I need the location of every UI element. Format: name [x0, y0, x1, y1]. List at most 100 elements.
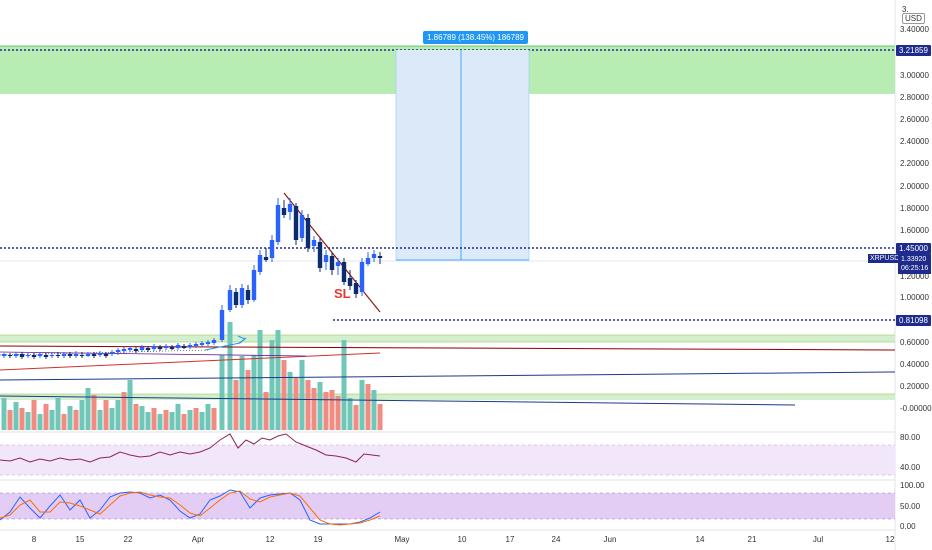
candle-body — [193, 344, 199, 346]
candle — [43, 353, 49, 359]
volume-bar — [25, 412, 31, 430]
candle-body — [205, 342, 211, 344]
candle — [263, 248, 269, 262]
trendline-blue-lower[interactable] — [0, 395, 796, 406]
price-axis-label: 0.60000 — [900, 338, 929, 347]
date-label: 22 — [123, 535, 133, 544]
volume-bar — [359, 380, 365, 430]
candle — [145, 346, 151, 352]
volume-bar — [157, 414, 163, 430]
volume-bar — [115, 400, 121, 430]
candle — [341, 258, 347, 285]
candle — [109, 350, 115, 356]
volume-bar — [127, 380, 133, 430]
date-label: 24 — [551, 535, 561, 544]
trendline-dark-red[interactable] — [0, 345, 896, 351]
current-price-tag: 1.33920 06:25:16 — [898, 254, 932, 274]
volume-bar — [257, 330, 263, 430]
volume-bar — [335, 396, 341, 430]
price-axis-label: 3.40000 — [900, 25, 929, 34]
candle-body — [61, 354, 67, 356]
volume-bar — [329, 390, 335, 430]
candle — [311, 236, 317, 252]
candle-body — [371, 254, 377, 258]
date-label: 15 — [75, 535, 85, 544]
volume-bar — [299, 360, 305, 430]
trendline-purple[interactable] — [0, 351, 307, 357]
candle — [169, 345, 175, 350]
price-axis-label: -0.00000 — [900, 404, 932, 413]
volume-bar — [287, 372, 293, 430]
candle — [151, 344, 157, 351]
volume-bar — [97, 410, 103, 430]
volume-bar — [269, 340, 275, 430]
support-zone-lower — [0, 394, 895, 400]
candle-body — [317, 242, 323, 268]
volume-bar — [219, 355, 225, 430]
candle — [139, 345, 145, 352]
candle — [233, 288, 239, 308]
candle-body — [347, 278, 353, 286]
volume-bar — [293, 378, 299, 430]
candle-body — [181, 346, 187, 348]
currency-selector[interactable]: 3. USD — [902, 5, 932, 24]
candle — [55, 352, 61, 358]
price-axis-label: 2.80000 — [900, 93, 929, 102]
candle-body — [7, 355, 13, 356]
volume-bar — [323, 392, 329, 430]
candle — [323, 250, 329, 270]
candle-body — [299, 215, 305, 238]
candle — [335, 258, 341, 275]
volume-bar — [211, 408, 217, 430]
price-axis-label: 1.00000 — [900, 293, 929, 302]
volume-bar — [49, 410, 55, 430]
volume-bar — [31, 400, 37, 430]
candle-body — [245, 290, 251, 300]
date-label: Jun — [603, 535, 617, 544]
breakout-arrow-head — [237, 335, 247, 344]
candle-body — [251, 270, 257, 300]
candle-body — [275, 205, 281, 242]
volume-bar — [347, 398, 353, 430]
candle-body — [311, 240, 317, 246]
rsi-line — [0, 433, 381, 463]
currency-prefix: 3. — [902, 5, 909, 14]
stoch-axis-label: 50.00 — [900, 502, 921, 511]
candle — [7, 353, 13, 358]
candle — [49, 353, 55, 358]
candle — [347, 270, 353, 290]
date-label: 14 — [695, 535, 705, 544]
trendline-red[interactable] — [0, 352, 381, 371]
position-tooltip: 1.86789 (138.45%) 186789 — [423, 31, 528, 44]
candle — [353, 280, 359, 298]
candlesticks — [1, 198, 383, 359]
stoch-d-line — [0, 490, 381, 526]
candle-body — [139, 347, 145, 350]
candle-body — [305, 218, 311, 248]
candle — [193, 342, 199, 348]
volume-bar — [227, 322, 233, 430]
candle — [245, 285, 251, 304]
volume-bar — [371, 390, 377, 430]
volume-bar — [85, 388, 91, 430]
price-axis-label: 2.40000 — [900, 137, 929, 146]
entry-price-tag: 1.45000 — [896, 243, 931, 254]
candle — [73, 351, 79, 358]
price-axis-label: 1.20000 — [900, 272, 929, 281]
volume-bar — [163, 410, 169, 430]
trendline-blue-upper[interactable] — [0, 371, 896, 381]
candle — [305, 214, 311, 252]
long-position-zone[interactable] — [396, 50, 529, 260]
candle-body — [55, 355, 61, 356]
support-zone-upper — [0, 335, 895, 342]
date-label: 12 — [265, 535, 275, 544]
candle — [19, 352, 25, 359]
date-label: Apr — [191, 535, 205, 544]
candle — [127, 346, 133, 352]
candle-body — [109, 352, 115, 354]
volume-bar — [7, 410, 13, 430]
stop-price-tag: 0.81098 — [896, 315, 931, 326]
candle-body — [377, 256, 383, 258]
date-label: Jul — [812, 535, 824, 544]
